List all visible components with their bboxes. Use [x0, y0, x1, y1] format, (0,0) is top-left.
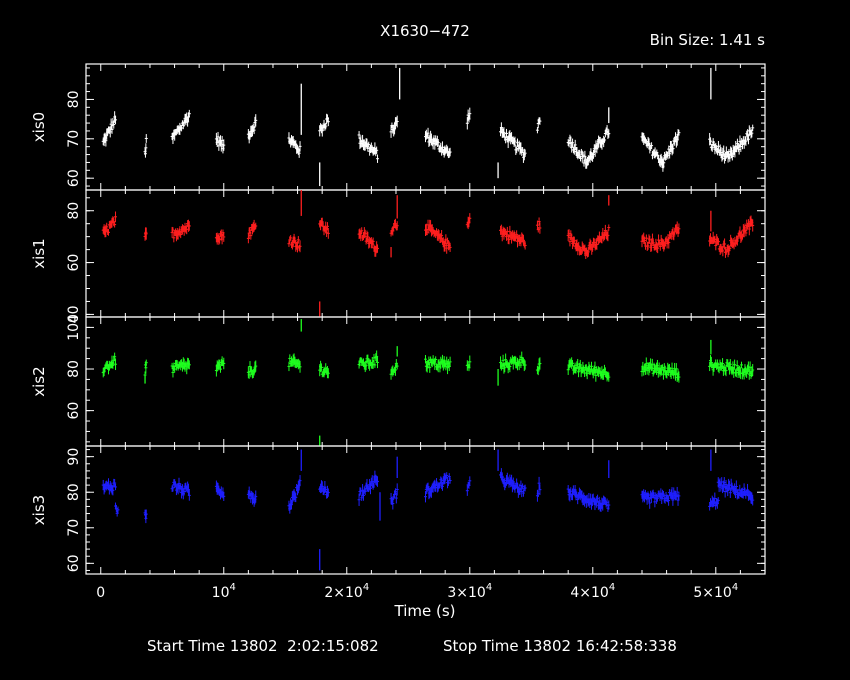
y-tick-label: 60 [66, 254, 82, 272]
y-tick-label: 80 [66, 360, 82, 378]
y-tick-label: 90 [66, 448, 82, 466]
bin-size-label: Bin Size: 1.41 s [650, 31, 766, 49]
y-tick-label: 60 [66, 554, 82, 572]
series-xis2 [101, 319, 755, 446]
y-axis-label-xis3: xis3 [30, 495, 48, 525]
x-tick-label: 3×104 [447, 582, 492, 601]
y-tick-label: 70 [66, 130, 82, 148]
panel-xis1: 40 60 80 xis1 [30, 189, 766, 323]
series-xis3 [101, 449, 755, 571]
panel-xis2: 60 80 100 xis2 [30, 314, 766, 447]
panel-frame [85, 189, 766, 318]
x-tick-label: 5×104 [693, 582, 738, 601]
series-xis1 [101, 190, 755, 317]
x-tick-label: 0 [96, 585, 105, 601]
y-axis-label-xis0: xis0 [30, 112, 48, 142]
y-tick-label: 60 [66, 402, 82, 420]
start-time-label: Start Time 13802 2:02:15:082 [147, 637, 379, 655]
x-tick-label: 104 [212, 582, 236, 601]
y-axis-label-xis2: xis2 [30, 366, 48, 396]
x-axis: 0 104 2×104 3×104 4×104 5×104 [96, 582, 738, 601]
y-tick-label: 80 [66, 91, 82, 109]
chart-title: X1630−472 [380, 22, 470, 40]
panel-frame [85, 316, 766, 447]
y-tick-label: 60 [66, 169, 82, 187]
y-tick-label: 40 [66, 305, 82, 323]
y-tick-label: 100 [66, 314, 82, 341]
x-axis-label: Time (s) [394, 602, 456, 620]
panel-xis0: 60 70 80 xis0 [30, 63, 766, 191]
panels-group: 60 70 80 xis0 40 60 80 xis1 60 80 100 xis2 60 70 80 90 x… [30, 63, 766, 575]
y-axis-label-xis1: xis1 [30, 238, 48, 268]
y-tick-label: 80 [66, 483, 82, 501]
y-tick-label: 80 [66, 202, 82, 220]
panel-xis3: 60 70 80 90 xis3 [30, 445, 766, 575]
panel-frame [85, 445, 766, 575]
y-tick-label: 70 [66, 519, 82, 537]
x-tick-label: 2×104 [324, 582, 369, 601]
x-tick-label: 4×104 [570, 582, 615, 601]
stop-time-label: Stop Time 13802 16:42:58:338 [443, 637, 677, 655]
series-xis0 [101, 67, 755, 187]
